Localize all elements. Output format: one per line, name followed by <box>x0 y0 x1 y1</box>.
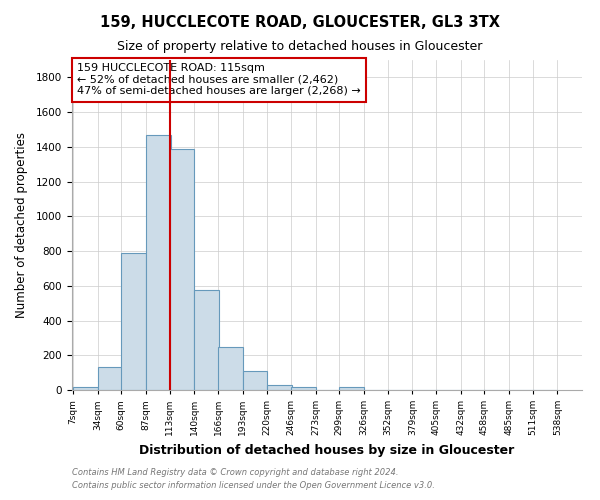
Bar <box>242 371 267 390</box>
Bar <box>98 368 122 390</box>
X-axis label: Distribution of detached houses by size in Gloucester: Distribution of detached houses by size … <box>139 444 515 456</box>
Bar <box>267 385 292 390</box>
Bar <box>121 253 146 390</box>
Bar <box>218 346 242 390</box>
Bar <box>73 388 98 390</box>
Text: 159 HUCCLECOTE ROAD: 115sqm
← 52% of detached houses are smaller (2,462)
47% of : 159 HUCCLECOTE ROAD: 115sqm ← 52% of det… <box>77 64 361 96</box>
Bar <box>194 290 219 390</box>
Text: Size of property relative to detached houses in Gloucester: Size of property relative to detached ho… <box>118 40 482 53</box>
Text: Contains HM Land Registry data © Crown copyright and database right 2024.
Contai: Contains HM Land Registry data © Crown c… <box>72 468 435 489</box>
Y-axis label: Number of detached properties: Number of detached properties <box>14 132 28 318</box>
Bar <box>146 134 170 390</box>
Bar <box>170 148 194 390</box>
Text: 159, HUCCLECOTE ROAD, GLOUCESTER, GL3 3TX: 159, HUCCLECOTE ROAD, GLOUCESTER, GL3 3T… <box>100 15 500 30</box>
Bar <box>340 388 364 390</box>
Bar <box>291 388 316 390</box>
